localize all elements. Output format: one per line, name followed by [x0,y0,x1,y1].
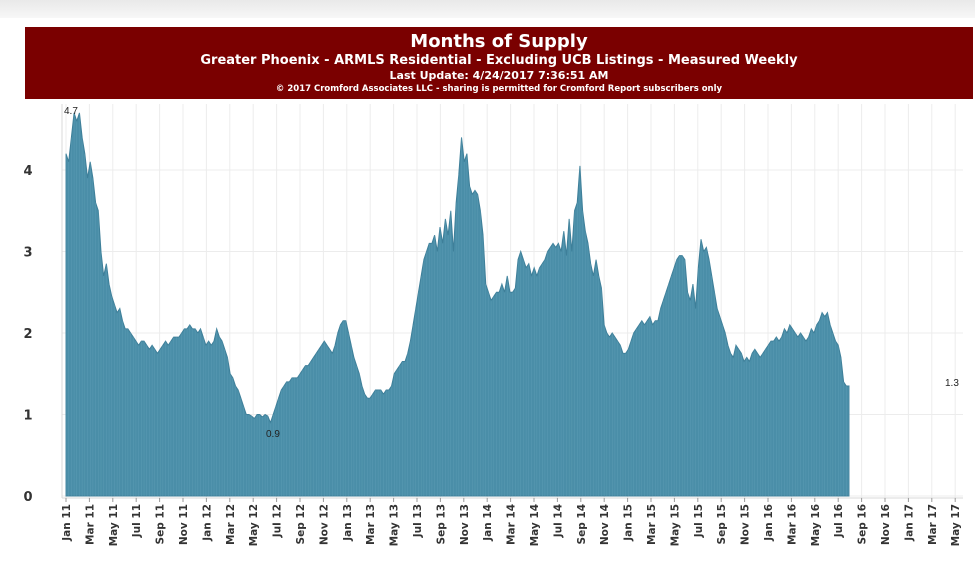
x-tick-label: Sep 14 [576,504,588,544]
y-tick-label: 0 [23,490,32,505]
x-tick-label: May 16 [810,504,822,546]
x-tick-label: May 15 [669,504,681,546]
x-tick-label: Sep 12 [295,504,307,544]
x-tick-label: May 13 [389,504,401,546]
x-tick-label: Jan 13 [342,504,354,542]
data-label: 1.3 [945,378,959,389]
y-tick-label: 1 [23,409,32,424]
x-axis: Jan 11 Mar 11 May 11 Jul 11 Sep 11 Nov 11 Jan … [61,498,962,546]
x-tick-label: Jan 17 [903,504,915,542]
x-tick-label: Jul 13 [412,504,424,538]
y-tick-label: 2 [23,327,32,342]
x-tick-label: Nov 14 [599,504,611,545]
data-label: 0.9 [266,429,280,440]
x-tick-label: Nov 16 [880,504,892,545]
x-tick-label: Jan 11 [61,504,73,542]
x-tick-label: Mar 11 [84,504,96,545]
x-tick-label: Sep 15 [716,504,728,544]
x-tick-label: Mar 16 [786,504,798,545]
x-tick-label: Jul 16 [833,504,845,538]
y-tick-label: 4 [23,164,32,179]
x-tick-label: Nov 12 [318,504,330,545]
x-tick-label: Jul 11 [131,504,143,538]
y-axis: 0 1 2 3 4 [23,164,32,505]
x-tick-label: Sep 13 [435,504,447,544]
last-update-text: Last Update: 4/24/2017 7:36:51 AM [389,69,609,82]
x-tick-label: Nov 15 [740,504,752,545]
x-tick-label: Jan 16 [763,504,775,542]
x-tick-label: May 11 [108,504,120,546]
x-tick-label: Mar 14 [506,504,518,545]
x-tick-label: Jul 12 [272,504,284,538]
y-tick-label: 3 [23,246,32,261]
x-tick-label: Jul 15 [693,504,705,538]
x-tick-label: May 12 [248,504,260,546]
chart-title: Months of Supply [410,31,588,52]
x-tick-label: Jan 12 [201,504,213,542]
x-tick-label: Mar 13 [365,504,377,545]
copyright-text: © 2017 Cromford Associates LLC - sharing… [275,84,723,94]
data-label: 4.7 [64,106,78,117]
x-tick-label: Jan 15 [623,504,635,542]
area-series [65,112,850,497]
x-tick-label: Mar 17 [927,504,939,545]
x-tick-label: Jan 14 [482,504,494,542]
browser-top-strip [0,0,975,18]
chart-header: Months of Supply Greater Phoenix - ARMLS… [25,27,973,99]
data-labels: 4.7 0.9 1.3 [64,106,959,440]
x-tick-label: Nov 13 [459,504,471,545]
chart-subtitle: Greater Phoenix - ARMLS Residential - Ex… [200,53,798,68]
x-tick-label: Mar 15 [646,504,658,545]
x-tick-label: Sep 16 [857,504,869,544]
x-tick-label: Jul 14 [552,504,564,538]
x-tick-label: Mar 12 [225,504,237,545]
x-tick-label: May 14 [529,504,541,546]
x-tick-label: Sep 11 [155,504,167,544]
x-tick-label: May 17 [950,504,962,546]
x-tick-label: Nov 11 [178,504,190,545]
